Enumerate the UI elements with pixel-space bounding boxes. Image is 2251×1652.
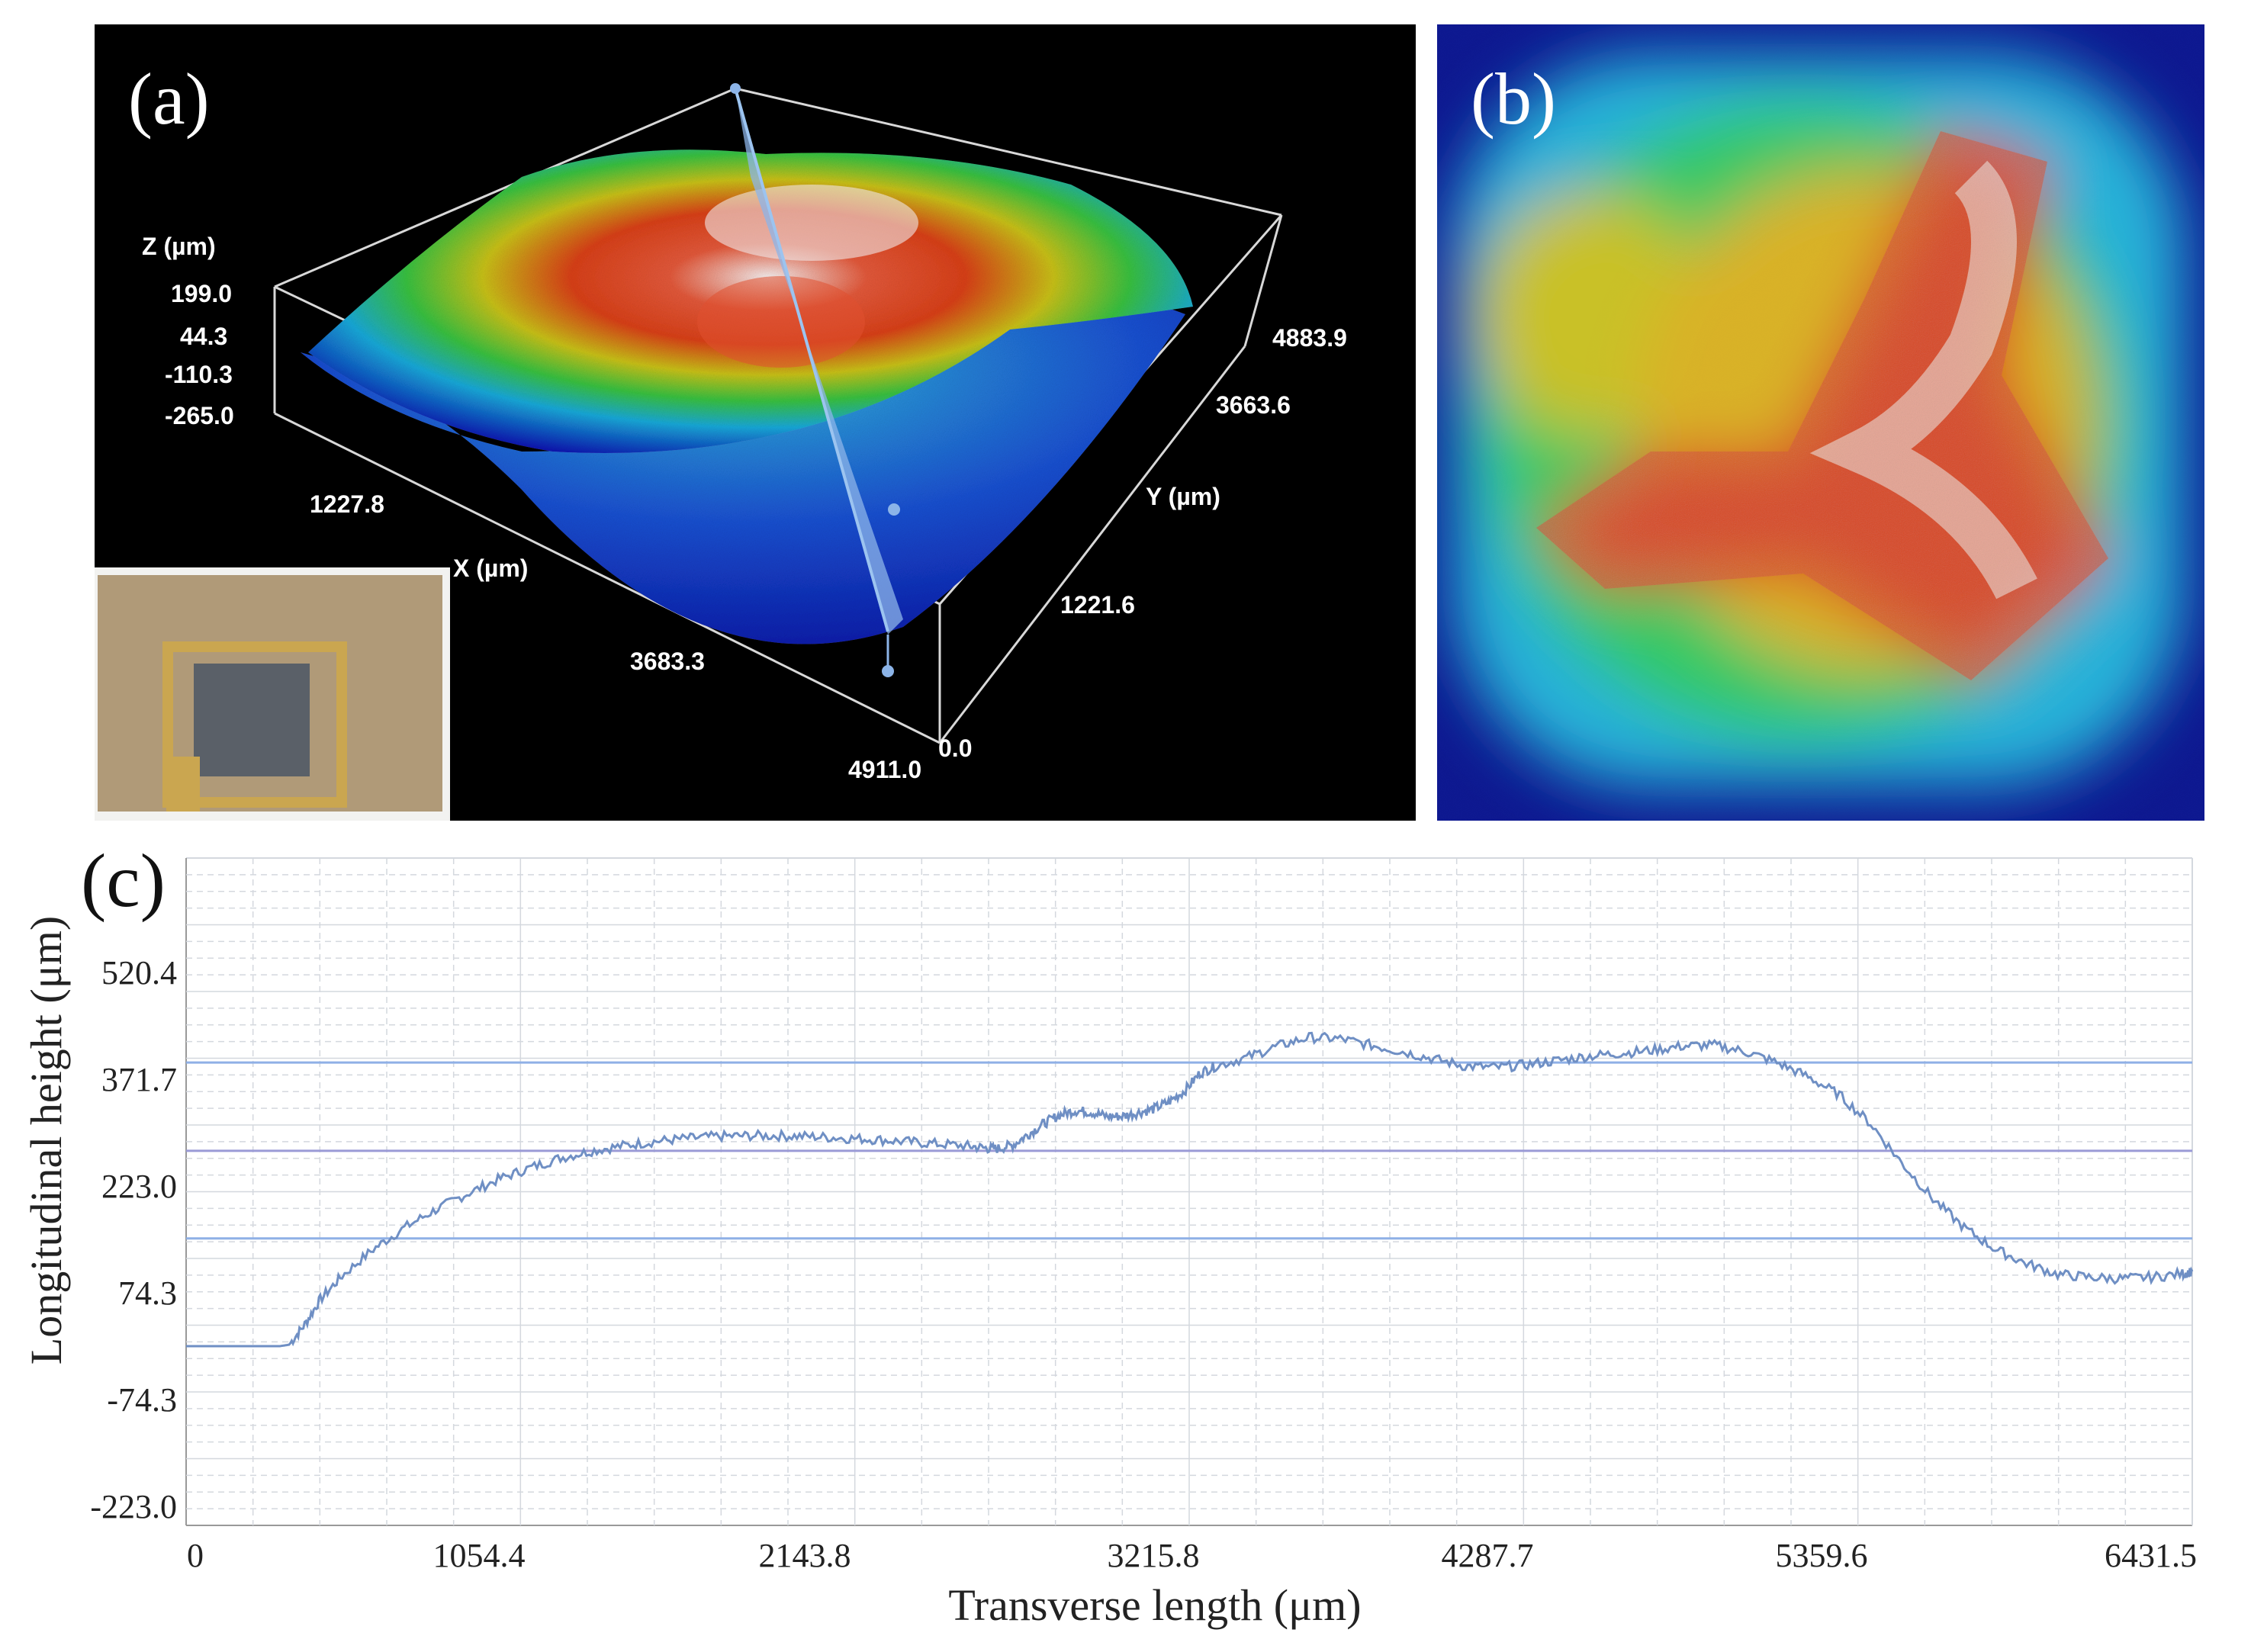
y-tick-label: 223.0: [101, 1168, 177, 1205]
z-axis-title: Z (µm): [142, 233, 216, 260]
y-tick-label: 371.7: [101, 1061, 177, 1098]
x-tick-label: 6431.5: [2105, 1537, 2197, 1574]
y-tick: 1221.6: [1060, 591, 1135, 619]
panel-b-height-map: (b): [1437, 24, 2204, 821]
y-axis-title: Y (µm): [1146, 483, 1220, 510]
y-axis-title: Longitudinal height (μm): [21, 916, 71, 1364]
x-axis-title: X (µm): [453, 554, 528, 582]
x-tick-label: 1054.4: [433, 1537, 526, 1574]
x-tick: 4911.0: [848, 756, 921, 783]
surface-apron: [301, 295, 1185, 644]
grid: [185, 857, 2193, 1526]
y-tick: 4883.9: [1272, 324, 1347, 352]
section-line: [734, 88, 889, 632]
section-plane: [735, 88, 903, 635]
y-tick-label: 74.3: [118, 1274, 177, 1312]
x-tick-label: 4287.7: [1442, 1537, 1534, 1574]
x-tick: 1227.8: [310, 490, 384, 518]
profile-line: [186, 1031, 2194, 1348]
surface-ridge: [697, 276, 865, 368]
z-tick: -110.3: [165, 361, 233, 388]
x-tick-label: 5359.6: [1776, 1537, 1868, 1574]
reference-lines: [186, 1061, 2192, 1240]
x-tick-label: 0: [187, 1537, 204, 1574]
panel-label-a: (a): [128, 58, 210, 140]
section-handle-mid[interactable]: [888, 503, 900, 516]
x-tick-label: 3215.8: [1108, 1537, 1200, 1574]
z-tick: 44.3: [180, 323, 227, 350]
tick-labels: 520.4 371.7 223.0 74.3 -74.3 -223.0 0 1054.4 214…: [90, 954, 2197, 1574]
x-tick-label: 2143.8: [759, 1537, 851, 1574]
z-tick: 199.0: [171, 280, 232, 307]
y-tick-label: -223.0: [90, 1488, 177, 1525]
height-map-render: [1437, 24, 2204, 821]
x-tick: 3683.3: [630, 648, 705, 675]
panel-label-c: (c): [81, 838, 166, 923]
sample-inset-photo: [95, 567, 450, 821]
x-axis-title: Transverse length (μm): [948, 1580, 1361, 1630]
surface-3d-render: Z (µm) 199.0 44.3 -110.3 -265.0 1227.8 X…: [95, 83, 1347, 821]
surface-peak: [705, 185, 918, 261]
section-handle-top[interactable]: [730, 83, 741, 94]
panel-a-3d-surface: Z (µm) 199.0 44.3 -110.3 -265.0 1227.8 X…: [95, 24, 1416, 821]
panel-label-b: (b): [1471, 58, 1556, 140]
y-tick-label: -74.3: [107, 1381, 177, 1419]
y-tick-label: 520.4: [101, 954, 177, 992]
y-tick: 3663.6: [1216, 391, 1291, 419]
z-tick: -265.0: [165, 402, 234, 429]
y-tick: 0.0: [938, 734, 972, 762]
